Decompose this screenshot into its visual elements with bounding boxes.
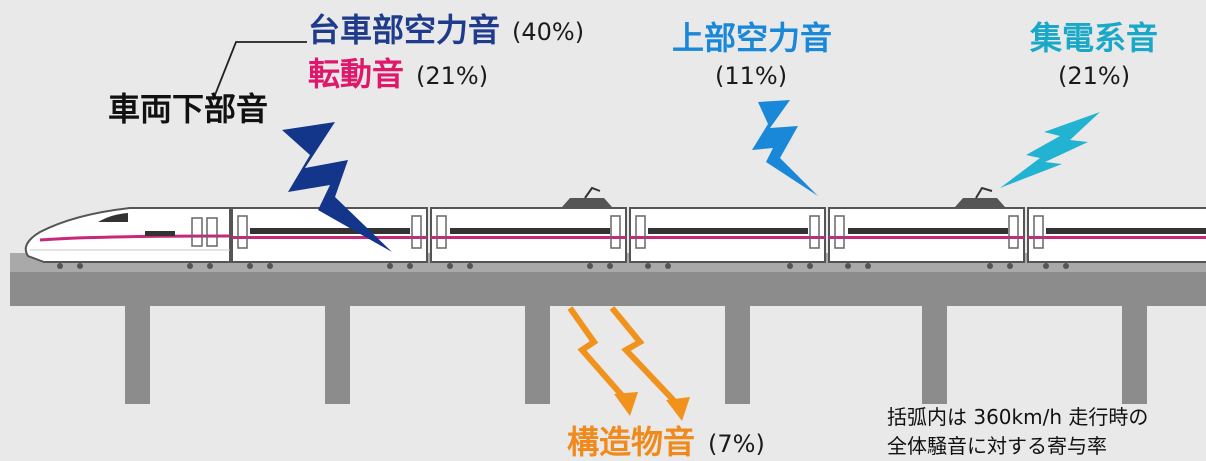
viaduct-piers (125, 300, 1147, 404)
structure-noise-percent: (7%) (708, 430, 765, 458)
rolling-noise-label: 転動音 (308, 55, 405, 93)
lightning-bolt-icon (282, 122, 392, 252)
lightning-bolt-icon (567, 306, 681, 408)
pantograph-icon (955, 186, 1005, 207)
note-line-2: 全体騒音に対する寄与率 (887, 434, 1107, 458)
train-car (1027, 207, 1206, 263)
bogie-aero-noise-label: 台車部空力音 (308, 11, 501, 49)
lightning-bolt-icon (1000, 112, 1100, 188)
train-car (231, 207, 428, 263)
viaduct-deck (10, 270, 1206, 306)
bogie-aero-noise-percent: (40%) (512, 18, 585, 46)
structure-noise-label: 構造物音 (567, 423, 696, 461)
current-collector-noise-percent: (21%) (1058, 62, 1131, 90)
lightning-bolt-icon (752, 100, 818, 196)
train-car (430, 207, 627, 263)
undercar-noise-label: 車両下部音 (108, 90, 269, 128)
shinkansen-train (24, 207, 1206, 269)
leader-line (212, 41, 307, 101)
upper-aero-noise-percent: (11%) (715, 62, 788, 90)
train-car (828, 207, 1025, 263)
rolling-noise-percent: (21%) (416, 62, 489, 90)
pantograph-icon (562, 186, 612, 207)
note-line-1: 括弧内は 360km/h 走行時の (887, 405, 1149, 429)
train-car (629, 207, 826, 263)
upper-aero-noise-label: 上部空力音 (672, 19, 833, 57)
current-collector-noise-label: 集電系音 (1030, 19, 1159, 57)
